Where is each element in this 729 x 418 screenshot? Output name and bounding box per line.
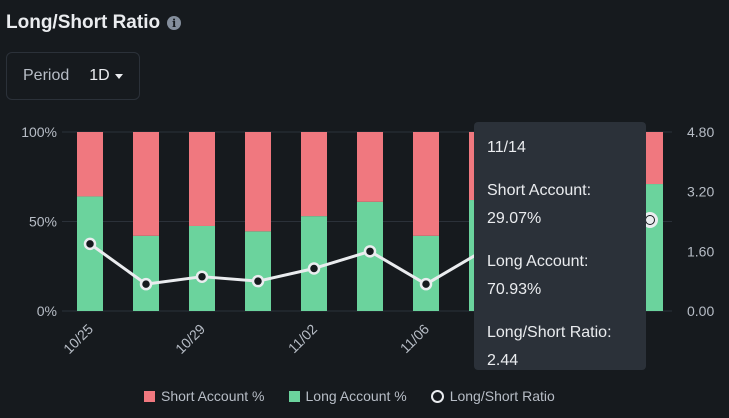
legend-long-label: Long Account % xyxy=(305,388,407,404)
y-right-tick-label: 0.00 xyxy=(687,303,714,319)
page-title: Long/Short Ratio xyxy=(6,12,161,33)
y-right-tick-label: 3.20 xyxy=(687,184,714,200)
legend-long[interactable]: Long Account % xyxy=(288,388,407,404)
tooltip-short-value: 29.07% xyxy=(487,210,542,227)
tooltip-short-label: Short Account: xyxy=(487,182,592,199)
info-icon[interactable]: i xyxy=(167,16,182,30)
y-left-tick-label: 50% xyxy=(29,214,57,230)
bar-short xyxy=(413,132,439,236)
legend-short[interactable]: Short Account % xyxy=(144,388,265,404)
bar-long xyxy=(77,196,103,311)
bar-long xyxy=(245,231,271,311)
legend-ratio-marker xyxy=(430,389,444,403)
period-label: Period xyxy=(23,67,70,84)
tooltip-ratio-label: Long/Short Ratio: xyxy=(487,324,612,341)
legend-long-swatch xyxy=(288,390,300,402)
legend-short-swatch xyxy=(144,390,155,402)
y-right-tick-label: 4.80 xyxy=(687,124,714,140)
ratio-point-highlight xyxy=(646,216,654,225)
legend-short-label: Short Account % xyxy=(161,388,265,404)
ratio-point xyxy=(307,262,321,275)
bar-short xyxy=(189,132,215,226)
y-right-tick-label: 1.60 xyxy=(687,243,714,259)
x-tick-label: 11/02 xyxy=(285,321,321,357)
legend-ratio[interactable]: Long/Short Ratio xyxy=(430,388,555,404)
caret-down-icon xyxy=(114,73,123,79)
ratio-point xyxy=(195,270,209,283)
ratio-point xyxy=(363,245,377,258)
y-left-tick-label: 0% xyxy=(37,303,57,319)
period-select[interactable]: Period 1D xyxy=(6,52,140,100)
x-tick-label: 10/29 xyxy=(172,321,208,357)
y-left-tick-label: 100% xyxy=(21,124,57,140)
tooltip-long-label: Long Account: xyxy=(487,253,589,270)
bar-short xyxy=(77,132,103,197)
bar-short xyxy=(301,132,327,217)
tooltip-ratio-value: 2.44 xyxy=(487,352,519,369)
chart-legend: Short Account % Long Account % Long/Shor… xyxy=(144,388,555,404)
tooltip-long-value: 70.93% xyxy=(487,281,542,298)
bar-short xyxy=(357,132,383,202)
bar-long xyxy=(189,225,215,311)
ratio-point xyxy=(419,277,433,291)
bar-long xyxy=(133,235,159,311)
bar-short xyxy=(245,132,271,232)
legend-ratio-label: Long/Short Ratio xyxy=(449,388,555,404)
chart-tooltip: 11/14 Short Account: 29.07% Long Account… xyxy=(474,122,646,370)
tooltip-date: 11/14 xyxy=(487,139,526,156)
bar-long xyxy=(413,235,439,311)
period-value: 1D xyxy=(89,67,110,84)
ratio-point xyxy=(83,237,97,251)
ratio-point xyxy=(251,274,265,288)
bar-short xyxy=(133,132,159,236)
ratio-point xyxy=(139,277,153,291)
title-row: Long/Short Ratio i xyxy=(6,12,182,34)
x-tick-label: 10/25 xyxy=(60,321,96,357)
x-tick-label: 11/06 xyxy=(397,321,433,357)
